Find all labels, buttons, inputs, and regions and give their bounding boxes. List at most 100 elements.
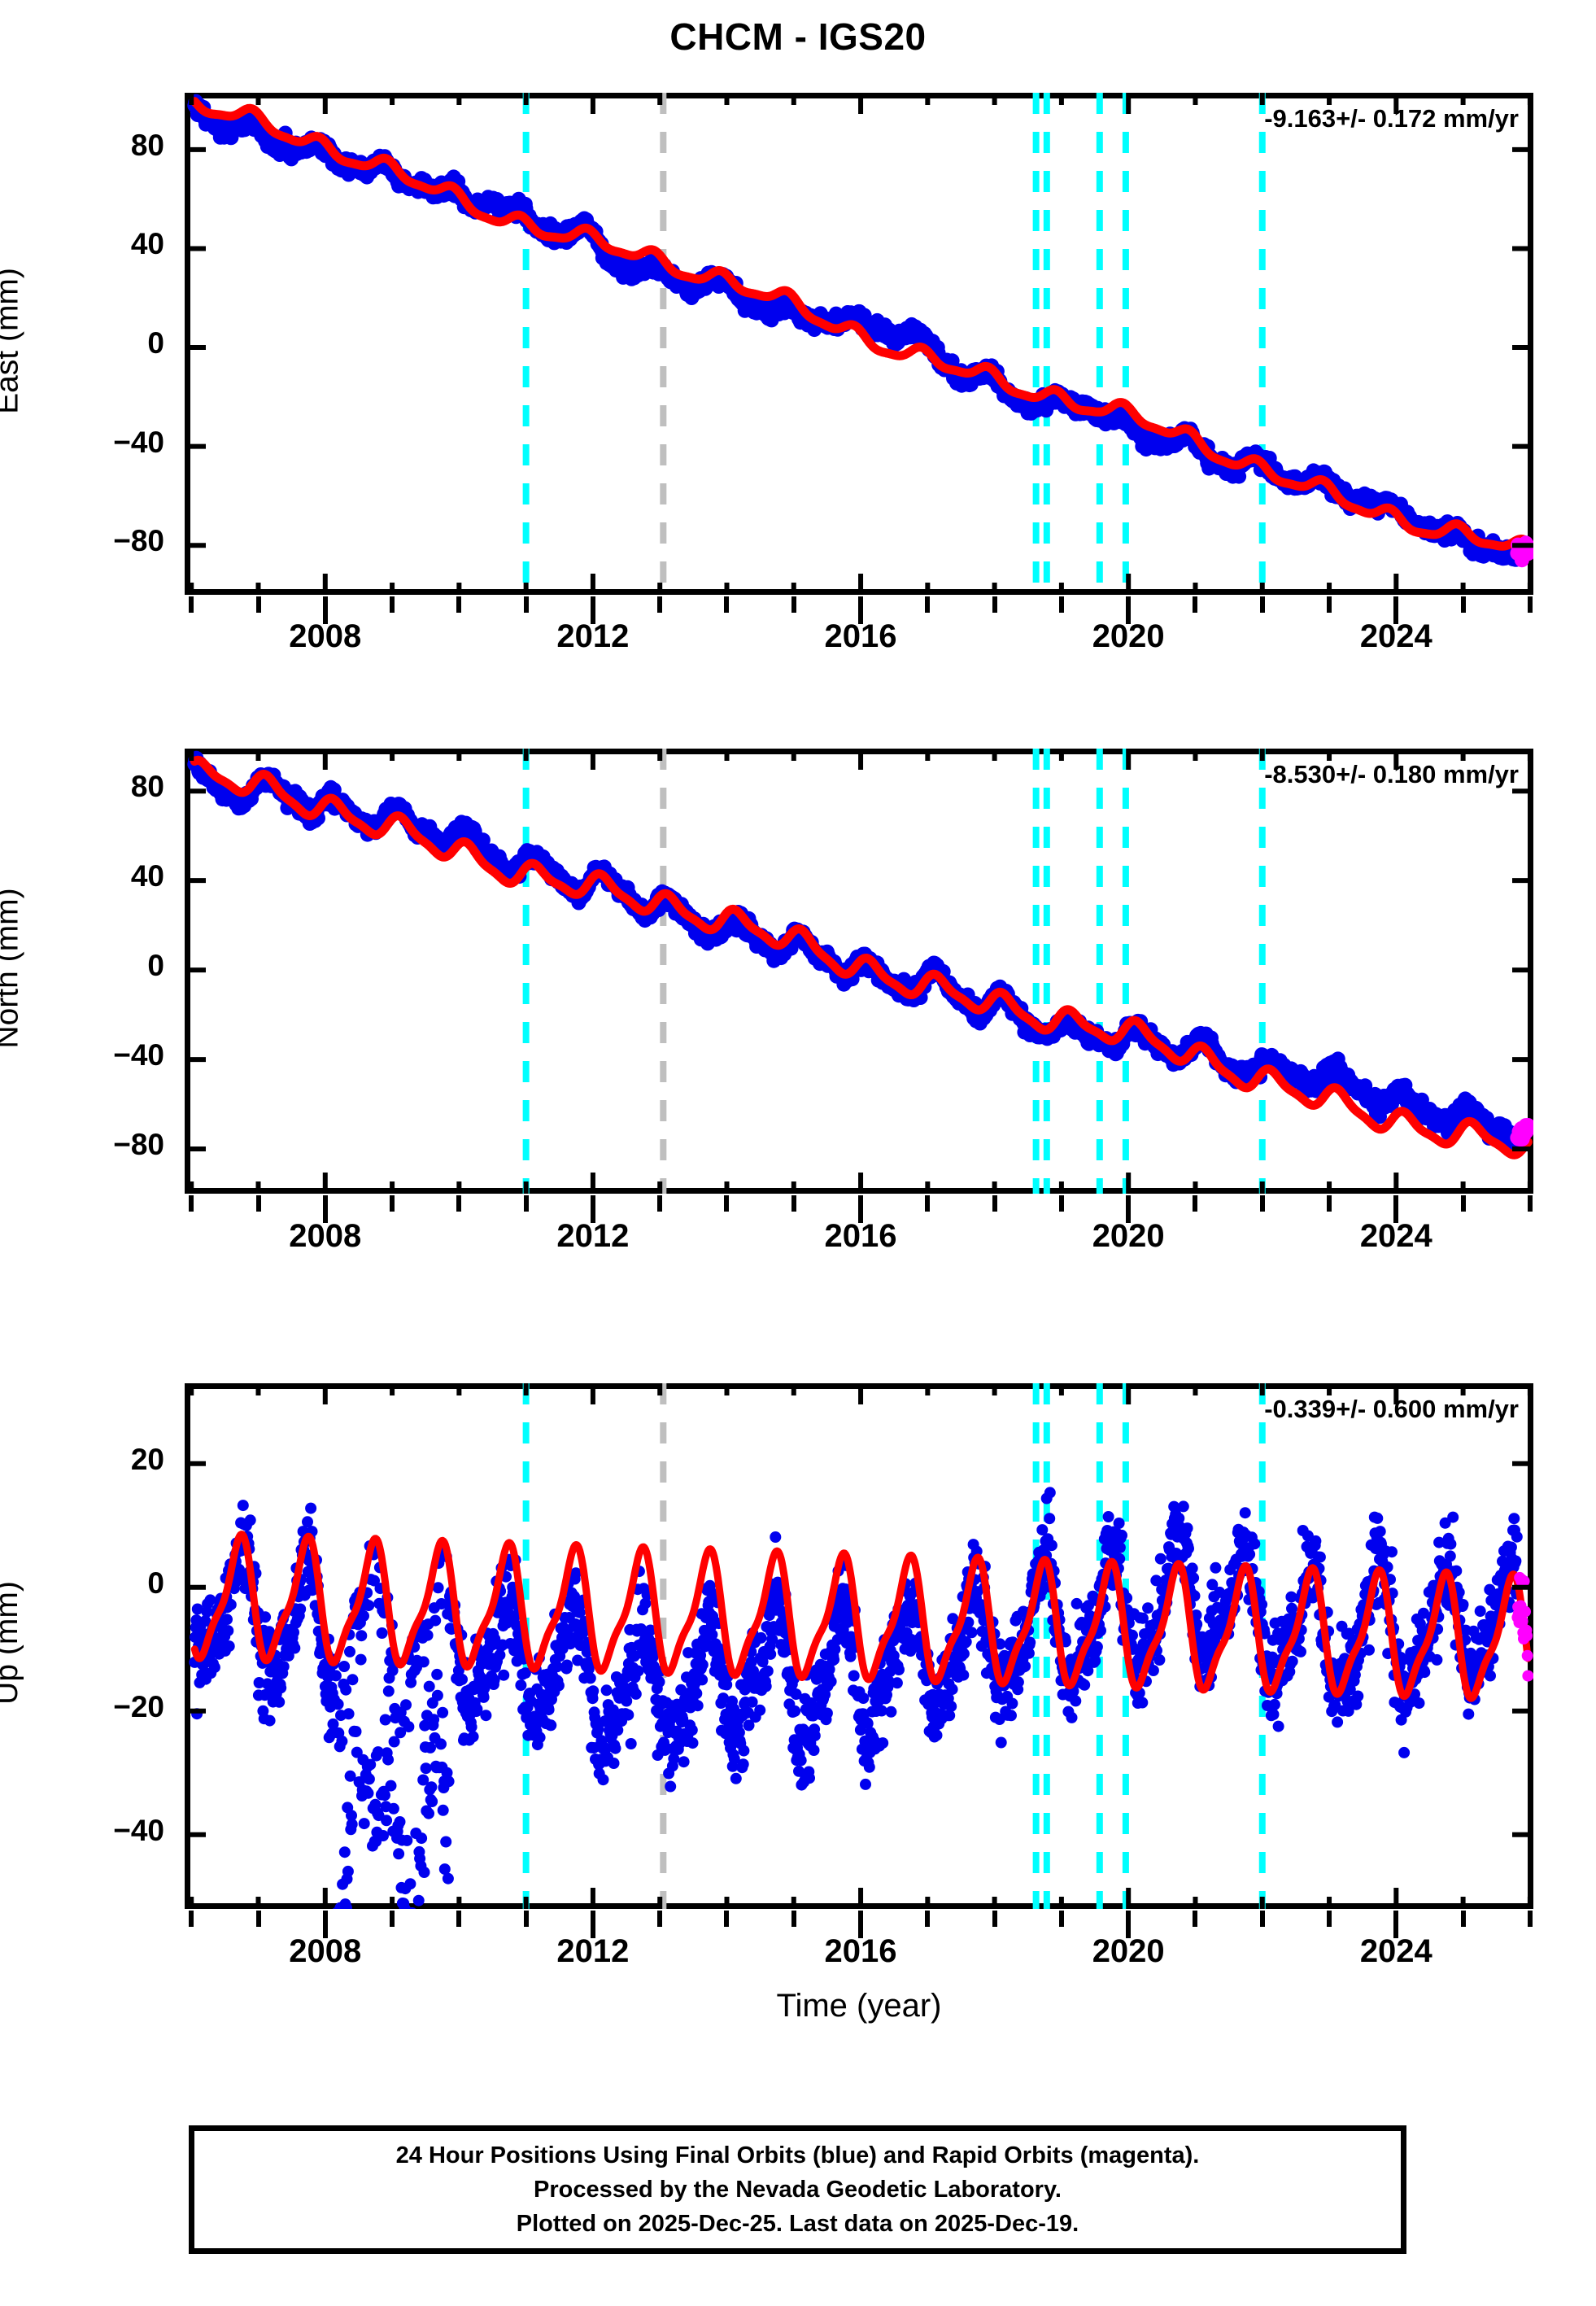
north-xtick-1: 2012 [556, 1218, 630, 1254]
up-ytick-2: −20 [113, 1689, 164, 1723]
north-xminor-tick [1327, 1195, 1332, 1212]
east-xminor-tick [1193, 596, 1198, 613]
east-axis-label: East (mm) [0, 267, 24, 414]
north-xminor-tick [724, 1195, 730, 1212]
up-xtick-4: 2024 [1359, 1933, 1432, 1969]
up-xminor-tick [523, 1911, 529, 1927]
east-xminor-tick [992, 596, 997, 613]
north-xminor-tick [858, 1195, 864, 1223]
east-xminor-tick [1327, 596, 1332, 613]
north-axis-label: North (mm) [0, 887, 24, 1049]
east-xminor-tick [724, 596, 730, 613]
north-xminor-tick [925, 1195, 931, 1212]
up-xminor-tick [1460, 1911, 1466, 1927]
up-xminor-tick [1058, 1911, 1064, 1927]
north-xminor-tick [456, 1195, 462, 1212]
up-xminor-tick [322, 1911, 328, 1938]
up-xtick-0: 2008 [289, 1933, 362, 1969]
north-xminor-tick [255, 1195, 261, 1212]
east-xminor-tick [255, 596, 261, 613]
north-xtick-3: 2020 [1092, 1218, 1165, 1254]
panel-up: -0.339+/- 0.600 mm/yr [185, 1383, 1533, 1909]
east-xminor-tick [925, 596, 931, 613]
up-ytick-0: 20 [130, 1442, 164, 1476]
east-rate-label: -9.163+/- 0.172 mm/yr [1264, 104, 1519, 133]
east-xminor-tick [1527, 596, 1533, 613]
north-ytick-1: 40 [130, 859, 164, 893]
east-ytick-4: −80 [113, 524, 164, 558]
up-xminor-tick [590, 1911, 595, 1938]
east-xminor-tick [1126, 596, 1132, 624]
up-xminor-tick [1193, 1911, 1198, 1927]
caption-line-2: Processed by the Nevada Geodetic Laborat… [534, 2176, 1062, 2203]
east-xminor-tick [657, 596, 663, 613]
page-title: CHCM - IGS20 [669, 15, 927, 58]
east-xminor-tick [189, 596, 194, 613]
east-ytick-2: 0 [147, 326, 164, 360]
panel-north-plot [185, 749, 1533, 1194]
north-xminor-tick [657, 1195, 663, 1212]
north-xminor-tick [992, 1195, 997, 1212]
east-xminor-tick [322, 596, 328, 624]
east-ytick-1: 40 [130, 227, 164, 261]
north-xminor-tick [1527, 1195, 1533, 1212]
up-ytick-1: 0 [147, 1566, 164, 1600]
up-xminor-tick [189, 1911, 194, 1927]
north-xminor-tick [523, 1195, 529, 1212]
north-xminor-tick [590, 1195, 595, 1223]
panel-north: -8.530+/- 0.180 mm/yr [185, 749, 1533, 1194]
north-xminor-tick [1393, 1195, 1399, 1223]
north-ytick-3: −40 [113, 1038, 164, 1072]
north-ytick-2: 0 [147, 949, 164, 983]
panel-east-plot [185, 93, 1533, 595]
up-xminor-tick [1327, 1911, 1332, 1927]
north-rate-label: -8.530+/- 0.180 mm/yr [1264, 760, 1519, 788]
north-xtick-0: 2008 [289, 1218, 362, 1254]
caption-line-1: 24 Hour Positions Using Final Orbits (bl… [395, 2142, 1200, 2168]
panel-up-plot [185, 1383, 1533, 1909]
x-axis-title: Time (year) [776, 1988, 942, 2024]
up-xminor-tick [1126, 1911, 1132, 1938]
east-xminor-tick [1460, 596, 1466, 613]
up-xminor-tick [791, 1911, 796, 1927]
east-xtick-3: 2020 [1092, 618, 1165, 654]
east-xtick-1: 2012 [556, 618, 630, 654]
north-xminor-tick [1193, 1195, 1198, 1212]
east-ytick-3: −40 [113, 425, 164, 459]
north-xminor-tick [1259, 1195, 1265, 1212]
east-xminor-tick [791, 596, 796, 613]
east-ytick-0: 80 [130, 128, 164, 162]
north-xminor-tick [189, 1195, 194, 1212]
east-xminor-tick [858, 596, 864, 624]
north-xminor-tick [1126, 1195, 1132, 1223]
up-xtick-1: 2012 [556, 1933, 630, 1969]
east-xminor-tick [590, 596, 595, 624]
east-xtick-4: 2024 [1359, 618, 1432, 654]
up-xminor-tick [1527, 1911, 1533, 1927]
up-xtick-3: 2020 [1092, 1933, 1165, 1969]
up-xminor-tick [724, 1911, 730, 1927]
north-ytick-0: 80 [130, 770, 164, 804]
north-xtick-4: 2024 [1359, 1218, 1432, 1254]
up-xminor-tick [858, 1911, 864, 1938]
east-xminor-tick [523, 596, 529, 613]
east-xtick-2: 2016 [824, 618, 897, 654]
north-xminor-tick [390, 1195, 395, 1212]
up-xminor-tick [1259, 1911, 1265, 1927]
up-xminor-tick [390, 1911, 395, 1927]
up-xminor-tick [456, 1911, 462, 1927]
east-xminor-tick [1058, 596, 1064, 613]
north-xminor-tick [791, 1195, 796, 1212]
up-xminor-tick [657, 1911, 663, 1927]
north-xminor-tick [1058, 1195, 1064, 1212]
caption-box: 24 Hour Positions Using Final Orbits (bl… [189, 2125, 1406, 2254]
east-xminor-tick [456, 596, 462, 613]
up-ytick-3: −40 [113, 1813, 164, 1847]
up-xminor-tick [1393, 1911, 1399, 1938]
north-ytick-4: −80 [113, 1128, 164, 1162]
panel-east: -9.163+/- 0.172 mm/yr [185, 93, 1533, 595]
up-xminor-tick [255, 1911, 261, 1927]
up-axis-label: Up (mm) [0, 1581, 24, 1705]
north-xminor-tick [322, 1195, 328, 1223]
